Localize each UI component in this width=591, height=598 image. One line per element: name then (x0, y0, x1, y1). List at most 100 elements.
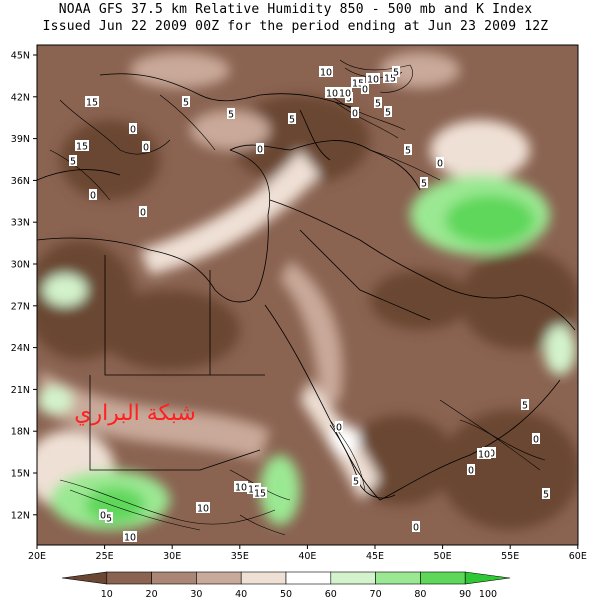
contour-label: 5 (106, 514, 112, 525)
contour-label-bg (75, 140, 89, 151)
contour-label-bg (467, 464, 475, 475)
contour-label-bg (420, 177, 428, 188)
contour-label: 0 (533, 435, 539, 446)
colorbar-swatch (61, 571, 108, 585)
contour-label: 10 (320, 68, 332, 79)
contour-label-bg (319, 66, 333, 77)
contour-label-bg (196, 502, 210, 513)
colorbar-swatch (464, 571, 511, 585)
contour-label: 5 (70, 157, 76, 168)
lon-label: 40E (298, 551, 316, 562)
contour-label-bg (123, 531, 137, 542)
colorbar-label: 50 (280, 589, 292, 598)
contour-label: 5 (346, 94, 352, 105)
contour-label: 0 (100, 511, 106, 522)
contour-label: 0 (352, 109, 358, 120)
contour-label: 15 (352, 79, 364, 90)
contour-label-bg (182, 96, 190, 107)
contour-label: 10 (339, 89, 351, 100)
contour-label: 0 (143, 143, 149, 154)
latitude-labels: 45N 42N 39N 36N 33N 30N 27N 24N 21N 18N 15N 12N (11, 51, 37, 521)
contour-label: 5 (393, 68, 399, 79)
humidity-field (37, 45, 578, 545)
lat-label: 39N (11, 134, 30, 145)
colorbar-label: 70 (370, 589, 382, 598)
contour-label: 5 (385, 108, 391, 119)
contour-label-bg (89, 189, 97, 200)
contour-label-bg (85, 96, 99, 107)
colorbar-label: 10 (101, 589, 113, 598)
contour-label-bg (227, 108, 235, 119)
colorbar-swatch (106, 571, 152, 585)
contour-label-bg (351, 77, 365, 88)
contour-label-bg (384, 106, 392, 117)
contour-label-bg (383, 72, 397, 83)
contour-label-bg (366, 73, 380, 84)
colorbar-label: 80 (414, 589, 426, 598)
contour-label-bg (351, 107, 359, 118)
contour-label: 0 (362, 85, 368, 96)
contour-label: 0 (468, 466, 474, 477)
colorbar-swatch (330, 571, 376, 585)
contour-label: 10 (197, 504, 209, 515)
contour-label-bg (392, 66, 400, 77)
contour-label-bg (69, 155, 77, 166)
lat-label: 21N (11, 385, 30, 396)
contour-label: 5 (183, 98, 189, 109)
contour-label-bg (129, 123, 137, 134)
contour-label: 10 (478, 450, 490, 461)
lon-label: 35E (231, 551, 249, 562)
contour-label: 0 (130, 125, 136, 136)
contour-label-bg (325, 87, 339, 98)
colorbar-label: 60 (325, 589, 337, 598)
lon-label: 30E (163, 551, 181, 562)
lat-label: 15N (11, 469, 30, 480)
contour-label: 0 (336, 423, 342, 434)
contour-label-bg (436, 157, 444, 168)
contour-label: 0 (140, 208, 146, 219)
contour-label-bg (532, 433, 540, 444)
contour-label: 5 (353, 477, 359, 488)
lat-label: 24N (11, 343, 30, 354)
colorbar-label: 40 (235, 589, 247, 598)
lon-label: 25E (96, 551, 114, 562)
watermark-text: شبكة البراري (74, 401, 196, 426)
lon-label: 55E (501, 551, 519, 562)
lat-label: 42N (11, 92, 30, 103)
map-title-line1: NOAA GFS 37.5 km Relative Humidity 850 -… (58, 2, 533, 17)
lat-label: 27N (11, 301, 30, 312)
contour-label: 0 (413, 523, 419, 534)
contour-label: 0 (437, 159, 443, 170)
colorbar-label: 20 (146, 589, 158, 598)
contour-label: 15 (86, 98, 98, 109)
contour-label: 10 (124, 533, 136, 544)
contour-label: 15 (254, 489, 266, 500)
contour-label-bg (139, 206, 147, 217)
contour-label: 0 (257, 145, 263, 156)
contour-label-bg (288, 113, 296, 124)
lat-label: 18N (11, 427, 30, 438)
colorbar-swatch (240, 571, 287, 585)
contour-label: 10 (367, 75, 379, 86)
lon-label: 60E (569, 551, 587, 562)
contour-label-bg (234, 481, 248, 492)
contour-label: 5 (405, 146, 411, 157)
map-title-line2: Issued Jun 22 2009 00Z for the period en… (42, 19, 549, 34)
contour-label-bg (521, 399, 529, 410)
contour-label: 0 (90, 191, 96, 202)
contour-label-bg (404, 144, 412, 155)
coastlines (37, 73, 576, 501)
colorbar-label: 90 (459, 589, 471, 598)
contour-label: 10 (326, 89, 338, 100)
contour-label-bg (352, 475, 360, 486)
lon-label: 50E (434, 551, 452, 562)
colorbar-swatch (375, 571, 421, 585)
colorbar: 10 20 30 40 50 60 70 80 90 100 (61, 571, 511, 598)
contour-label-bg (253, 487, 267, 498)
contour-label: 10 (235, 483, 247, 494)
lat-label: 33N (11, 218, 30, 229)
contour-label: 5 (421, 179, 427, 190)
lat-label: 45N (11, 51, 30, 62)
contour-labels: 1010155155050510101505550001550505010510… (69, 66, 550, 544)
